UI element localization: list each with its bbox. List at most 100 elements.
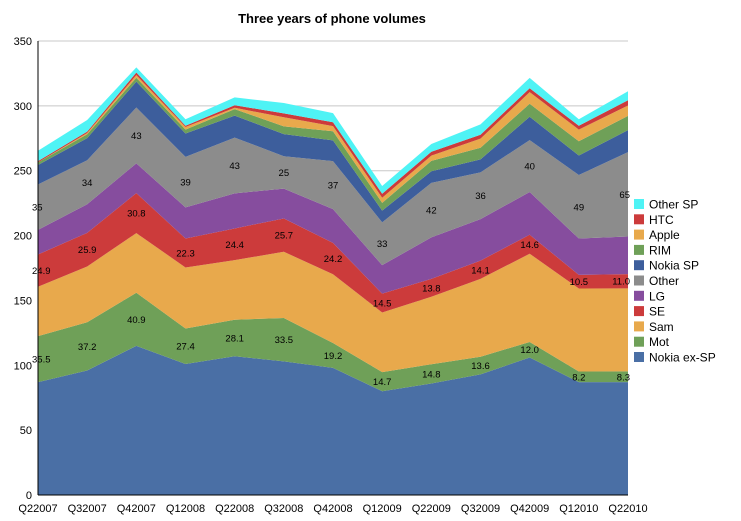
data-label: 25.9 bbox=[78, 245, 97, 256]
legend-swatch bbox=[634, 214, 644, 225]
data-label: 33 bbox=[377, 239, 388, 250]
data-label: 13.8 bbox=[422, 283, 441, 294]
data-label: 37.2 bbox=[78, 342, 97, 353]
y-tick-label: 100 bbox=[14, 360, 32, 372]
data-label: 14.5 bbox=[373, 299, 392, 310]
legend-label: SE bbox=[649, 305, 665, 319]
x-tick-label: Q32007 bbox=[68, 503, 107, 515]
x-tick-label: Q42007 bbox=[117, 503, 156, 515]
x-tick-label: Q12009 bbox=[363, 503, 402, 515]
legend-item: Nokia SP bbox=[634, 259, 699, 273]
x-tick-label: Q22009 bbox=[412, 503, 451, 515]
data-label: 37 bbox=[328, 181, 339, 192]
x-tick-label: Q12008 bbox=[166, 503, 205, 515]
data-label: 10.5 bbox=[570, 277, 589, 288]
area-se bbox=[38, 193, 628, 313]
legend-item: Sam bbox=[634, 320, 674, 334]
area-series bbox=[38, 67, 628, 495]
data-label: 27.4 bbox=[176, 342, 195, 353]
legend-label: LG bbox=[649, 289, 665, 303]
legend-item: RIM bbox=[634, 243, 671, 257]
legend-item: Other bbox=[634, 274, 679, 288]
x-tick-label: Q12010 bbox=[559, 503, 598, 515]
area-nokia-ex-sp bbox=[38, 345, 628, 495]
data-label: 33.5 bbox=[275, 335, 294, 346]
y-tick-label: 250 bbox=[14, 166, 32, 178]
chart-title: Three years of phone volumes bbox=[238, 11, 426, 26]
data-label: 43 bbox=[229, 161, 240, 172]
legend-label: HTC bbox=[649, 213, 674, 227]
data-label: 14.8 bbox=[422, 369, 441, 380]
data-label: 36 bbox=[475, 191, 486, 202]
area-nokia-sp bbox=[38, 81, 628, 223]
area-sam bbox=[38, 233, 628, 373]
legend-item: Other SP bbox=[634, 198, 698, 212]
data-label: 24.2 bbox=[324, 254, 343, 265]
x-tick-label: Q42008 bbox=[313, 503, 352, 515]
legend-item: Nokia ex-SP bbox=[634, 351, 716, 365]
data-label: 24.4 bbox=[225, 240, 244, 251]
legend-item: HTC bbox=[634, 213, 674, 227]
x-tick-label: Q32008 bbox=[264, 503, 303, 515]
data-label: 19.2 bbox=[324, 351, 343, 362]
legend-swatch bbox=[634, 229, 644, 240]
y-tick-label: 0 bbox=[26, 490, 32, 502]
data-label: 43 bbox=[131, 131, 142, 142]
data-label: 14.7 bbox=[373, 377, 392, 388]
y-tick-label: 150 bbox=[14, 295, 32, 307]
x-tick-label: Q42009 bbox=[510, 503, 549, 515]
legend-label: Mot bbox=[649, 335, 670, 349]
legend-swatch bbox=[634, 306, 644, 317]
data-label: 34 bbox=[82, 178, 93, 189]
x-tick-label: Q22010 bbox=[608, 503, 647, 515]
data-labels: 35.5 37.2 40.9 27.4 28.1 33.5 19.2 14.7 14.8 13.6… bbox=[32, 131, 630, 388]
legend-label: Apple bbox=[649, 228, 680, 242]
data-label: 24.9 bbox=[32, 266, 51, 277]
data-label: 25 bbox=[279, 168, 290, 179]
legend-item: SE bbox=[634, 305, 665, 319]
data-label: 25.7 bbox=[275, 231, 294, 242]
data-label: 35 bbox=[32, 203, 43, 214]
area-lg bbox=[38, 163, 628, 294]
y-tick-label: 50 bbox=[20, 425, 32, 437]
data-label: 49 bbox=[574, 202, 585, 213]
data-label: 8.3 bbox=[617, 372, 630, 383]
legend-swatch bbox=[634, 290, 644, 301]
legend-item: LG bbox=[634, 289, 665, 303]
data-label: 11.0 bbox=[612, 277, 630, 288]
data-label: 40 bbox=[524, 162, 535, 173]
data-label: 13.6 bbox=[471, 361, 490, 372]
data-label: 30.8 bbox=[127, 209, 146, 220]
legend-label: RIM bbox=[649, 243, 671, 257]
data-label: 14.1 bbox=[471, 265, 490, 276]
data-label: 35.5 bbox=[32, 355, 51, 366]
y-tick-label: 200 bbox=[14, 231, 32, 243]
data-label: 42 bbox=[426, 206, 437, 217]
x-tick-label: Q32009 bbox=[461, 503, 500, 515]
legend-label: Nokia SP bbox=[649, 259, 699, 273]
data-label: 22.3 bbox=[176, 249, 195, 260]
legend-swatch bbox=[634, 275, 644, 286]
legend-item: Apple bbox=[634, 228, 680, 242]
legend-label: Other SP bbox=[649, 198, 698, 212]
x-tick-label: Q22008 bbox=[215, 503, 254, 515]
data-label: 40.9 bbox=[127, 315, 146, 326]
axes: 0 50 100 150 200 250 300 350 Q22007 Q32007 Q42007 Q… bbox=[14, 36, 648, 515]
legend-swatch bbox=[634, 199, 644, 209]
x-tick-label: Q22007 bbox=[18, 503, 57, 515]
data-label: 65 bbox=[619, 190, 630, 201]
data-label: 14.6 bbox=[520, 240, 539, 251]
data-label: 12.0 bbox=[520, 345, 539, 356]
legend-swatch bbox=[634, 336, 644, 347]
legend-label: Other bbox=[649, 274, 679, 288]
legend-swatch bbox=[634, 244, 644, 255]
legend-label: Sam bbox=[649, 320, 674, 334]
legend-item: Mot bbox=[634, 335, 670, 349]
legend-swatch bbox=[634, 352, 644, 362]
area-mot bbox=[38, 292, 628, 392]
legend-swatch bbox=[634, 260, 644, 271]
data-label: 8.2 bbox=[572, 372, 585, 383]
legend-swatch bbox=[634, 321, 644, 332]
